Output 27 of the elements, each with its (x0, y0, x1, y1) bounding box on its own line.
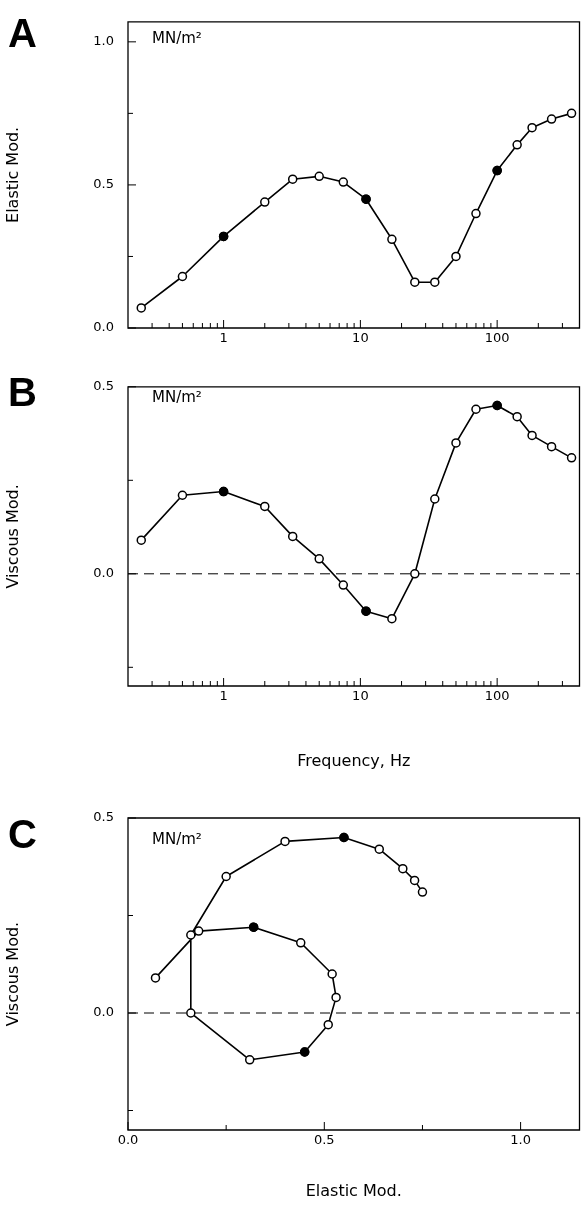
y-tick-label: 0.5 (93, 176, 114, 192)
annotation: MN/m² (152, 830, 202, 848)
x-tick-label: 1 (219, 688, 228, 704)
y-tick-label: 1.0 (93, 33, 114, 49)
x-tick-label: 0.5 (313, 1132, 335, 1148)
y-axis-title: Viscous Mod. (2, 921, 22, 1027)
annotation: MN/m² (152, 29, 202, 47)
y-tick-label: 0.0 (93, 1004, 114, 1020)
annotation: MN/m² (152, 388, 202, 406)
x-axis-title: Elastic Mod. (305, 1180, 402, 1200)
chart-title: B (8, 370, 37, 414)
chart-title: A (8, 11, 37, 55)
y-tick-label: 0.5 (93, 378, 114, 394)
x-tick-label: 0.0 (117, 1132, 139, 1148)
x-tick-label: 1 (219, 330, 228, 346)
y-axis-title: Elastic Mod. (2, 126, 22, 223)
chart-title: C (8, 812, 37, 856)
x-tick-label: 10 (352, 688, 369, 704)
y-tick-label: 0.5 (93, 809, 114, 825)
x-axis-title: Frequency, Hz (297, 750, 411, 770)
y-tick-label: 0.0 (93, 319, 114, 335)
x-tick-label: 10 (352, 330, 369, 346)
x-tick-label: 100 (484, 688, 510, 704)
x-tick-label: 100 (484, 330, 510, 346)
y-axis-title: Viscous Mod. (2, 484, 22, 589)
x-tick-label: 1.0 (510, 1132, 531, 1148)
y-tick-label: 0.0 (93, 565, 114, 581)
